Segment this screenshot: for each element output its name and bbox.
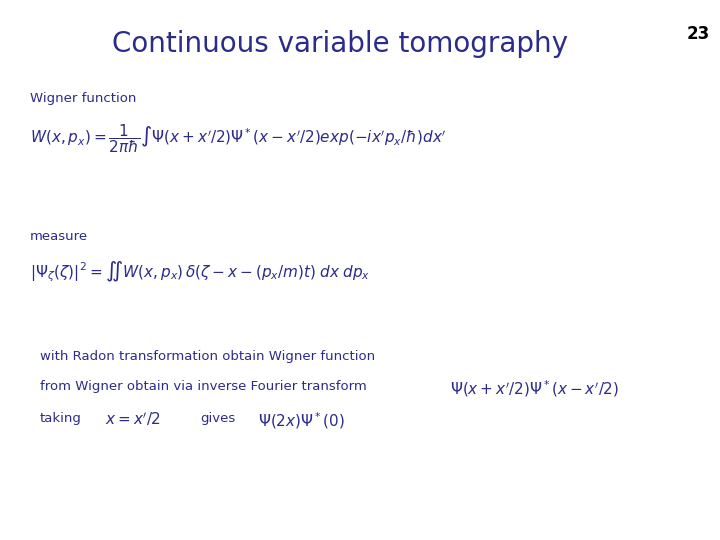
Text: $W(x,p_x) = \dfrac{1}{2\pi\hbar} \int \Psi(x+x^{\prime}/2)\Psi^*(x-x^{\prime}/2): $W(x,p_x) = \dfrac{1}{2\pi\hbar} \int \P… <box>30 122 446 155</box>
Text: $\Psi(x + x^{\prime}/2)\Psi^*(x - x^{\prime}/2)$: $\Psi(x + x^{\prime}/2)\Psi^*(x - x^{\pr… <box>450 378 619 399</box>
Text: gives: gives <box>200 412 235 425</box>
Text: Wigner function: Wigner function <box>30 92 136 105</box>
Text: taking: taking <box>40 412 82 425</box>
Text: $|\Psi_\zeta(\zeta)|^2 = \int\!\!\int W(x,p_x)\,\delta(\zeta-x-(p_x/m)t)\;dx\;dp: $|\Psi_\zeta(\zeta)|^2 = \int\!\!\int W(… <box>30 260 370 285</box>
Text: $\Psi(2x)\Psi^*(0)$: $\Psi(2x)\Psi^*(0)$ <box>258 410 345 431</box>
Text: $x = x^{\prime}/2$: $x = x^{\prime}/2$ <box>105 410 161 428</box>
Text: Continuous variable tomography: Continuous variable tomography <box>112 30 568 58</box>
Text: with Radon transformation obtain Wigner function: with Radon transformation obtain Wigner … <box>40 350 375 363</box>
Text: measure: measure <box>30 230 88 243</box>
Text: from Wigner obtain via inverse Fourier transform: from Wigner obtain via inverse Fourier t… <box>40 380 366 393</box>
Text: 23: 23 <box>687 25 710 43</box>
